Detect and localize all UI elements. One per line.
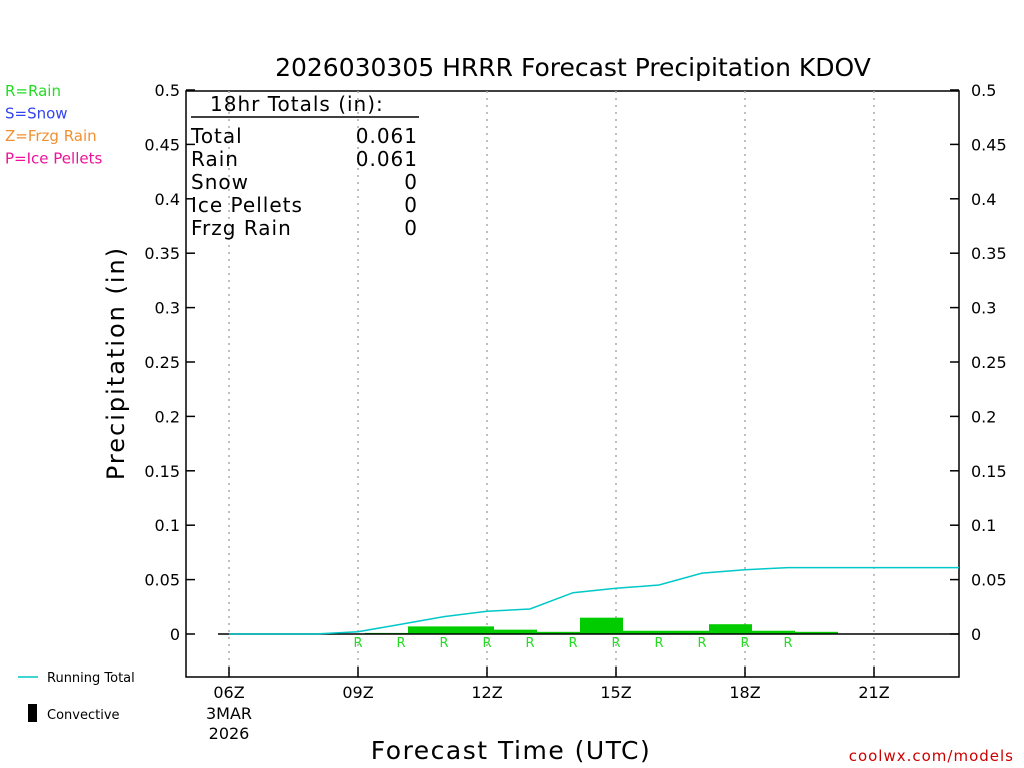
precip-bar [623, 630, 666, 634]
precip-bar [795, 631, 838, 634]
y-tick-label-right: 0.15 [971, 462, 1007, 481]
grid-lines [228, 91, 875, 677]
chart-title: 2026030305 HRRR Forecast Precipitation K… [275, 53, 871, 82]
convective-legend-label: Convective [47, 708, 120, 723]
precip-type-marker: R [396, 636, 405, 651]
precip-bar [451, 626, 494, 634]
y-tick-label-right: 0.3 [971, 299, 996, 318]
precip-bars [365, 617, 838, 634]
y-tick-label-right: 0.1 [971, 516, 996, 535]
plot-frame [185, 90, 960, 678]
totals-row-value: 0 [404, 216, 418, 240]
precip-bar [666, 630, 709, 634]
y-tick-label-right: 0.2 [971, 407, 996, 426]
y-tick-label-right: 0 [971, 625, 981, 644]
totals-row-label: Frzg Rain [191, 216, 292, 240]
precip-type-legend-item: S=Snow [5, 105, 68, 123]
precip-type-marker: R [697, 636, 706, 651]
totals-row-value: 0.061 [356, 124, 418, 148]
precip-bar [709, 624, 752, 634]
precip-bar [580, 617, 623, 634]
y-tick-label: 0.05 [144, 571, 180, 590]
precip-type-marker: R [740, 636, 749, 651]
precip-bar [752, 630, 795, 634]
convective-legend: Convective [28, 704, 120, 723]
totals-header: 18hr Totals (in): [210, 92, 384, 116]
precip-type-marker: R [439, 636, 448, 651]
y-tick-label-right: 0.5 [971, 81, 996, 100]
y-tick-label: 0.4 [155, 190, 180, 209]
totals-box: 18hr Totals (in): Total 0.061 Rain 0.061 Snow… [190, 92, 419, 240]
y-tick-label: 0.5 [155, 81, 180, 100]
precip-bar [537, 631, 580, 634]
totals-row-label: Rain [191, 147, 239, 171]
plot-area: 0.5 0.45 0.4 0.35 0.3 0.25 0.2 0.15 0.1 0.05 0 0.5… [144, 81, 1006, 743]
precip-type-legend-item: P=Ice Pellets [5, 150, 102, 168]
x-tick-date: 3MAR [206, 704, 252, 723]
y-tick-label: 0.3 [155, 299, 180, 318]
x-tick-label: 18Z [729, 683, 760, 702]
y-tick-label: 0.45 [144, 135, 180, 154]
y-tick-label-right: 0.25 [971, 353, 1007, 372]
y-axis-label: Precipitation (in) [102, 246, 130, 480]
x-tick-label: 21Z [858, 683, 889, 702]
y-tick-label-right: 0.35 [971, 244, 1007, 263]
x-tick-label: 12Z [471, 683, 502, 702]
x-tick-label: 06Z [213, 683, 244, 702]
y-axis-left: 0.5 0.45 0.4 0.35 0.3 0.25 0.2 0.15 0.1 0.05 0 [144, 81, 195, 644]
totals-row-label: Total [190, 124, 243, 148]
precip-type-marker: R [525, 636, 534, 651]
running-total-legend: Running Total [18, 671, 135, 686]
x-axis-label: Forecast Time (UTC) [371, 736, 651, 765]
running-total-legend-label: Running Total [47, 671, 135, 686]
y-tick-label: 0.25 [144, 353, 180, 372]
convective-legend-swatch [28, 704, 37, 722]
y-tick-label-right: 0.4 [971, 190, 996, 209]
totals-row-label: Ice Pellets [191, 193, 303, 217]
totals-row-label: Snow [191, 170, 249, 194]
precip-type-marker: R [783, 636, 792, 651]
precip-type-legend: R=Rain S=Snow Z=Frzg Rain P=Ice Pellets [5, 82, 102, 168]
x-tick-year: 2026 [209, 724, 250, 743]
precip-bar [408, 626, 451, 634]
x-tick-label: 09Z [342, 683, 373, 702]
x-tick-label: 15Z [600, 683, 631, 702]
precip-type-legend-item: Z=Frzg Rain [5, 127, 97, 145]
y-tick-label: 0.1 [155, 516, 180, 535]
y-tick-label: 0 [170, 625, 180, 644]
precip-type-marker: R [568, 636, 577, 651]
y-axis-right: 0.5 0.45 0.4 0.35 0.3 0.25 0.2 0.15 0.1 0.05 0 [950, 81, 1007, 644]
precip-type-marker: R [654, 636, 663, 651]
totals-row-value: 0 [404, 170, 418, 194]
y-tick-label-right: 0.05 [971, 571, 1007, 590]
precip-bar [494, 629, 537, 634]
running-total-line [229, 566, 959, 635]
credit-link[interactable]: coolwx.com/models [849, 747, 1014, 765]
precip-type-marker: R [611, 636, 620, 651]
y-tick-label: 0.15 [144, 462, 180, 481]
totals-row-value: 0 [404, 193, 418, 217]
y-tick-label-right: 0.45 [971, 135, 1007, 154]
precip-type-marker: R [482, 636, 491, 651]
y-tick-label: 0.2 [155, 407, 180, 426]
y-tick-label: 0.35 [144, 244, 180, 263]
totals-row-value: 0.061 [356, 147, 418, 171]
precip-type-legend-item: R=Rain [5, 82, 61, 100]
precip-type-marker: R [353, 636, 362, 651]
